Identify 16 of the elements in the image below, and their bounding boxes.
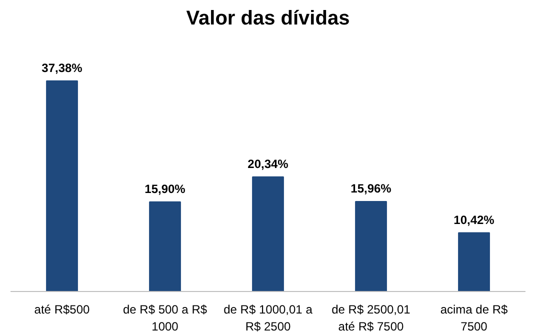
bar: [252, 176, 284, 292]
bar: [458, 232, 490, 292]
x-tick-label: de R$ 2500,01 até R$ 7500: [332, 302, 411, 334]
chart-title: Valor das dívidas: [186, 8, 350, 30]
x-tick-label: de R$ 500 a R$ 1000: [122, 302, 208, 334]
data-label: 20,34%: [248, 156, 289, 171]
data-label: 15,96%: [350, 182, 392, 196]
data-label: 10,42%: [454, 212, 495, 227]
bar: [149, 201, 181, 292]
data-label: 15,90%: [144, 182, 186, 196]
x-tick-label: de R$ 1000,01 a R$ 2500: [224, 302, 313, 334]
x-tick-label: acima de R$ 7500: [440, 302, 508, 334]
data-label: 37,38%: [42, 60, 83, 75]
bar: [46, 80, 78, 292]
x-tick-label: até R$500: [34, 302, 90, 316]
bar: [355, 201, 387, 292]
